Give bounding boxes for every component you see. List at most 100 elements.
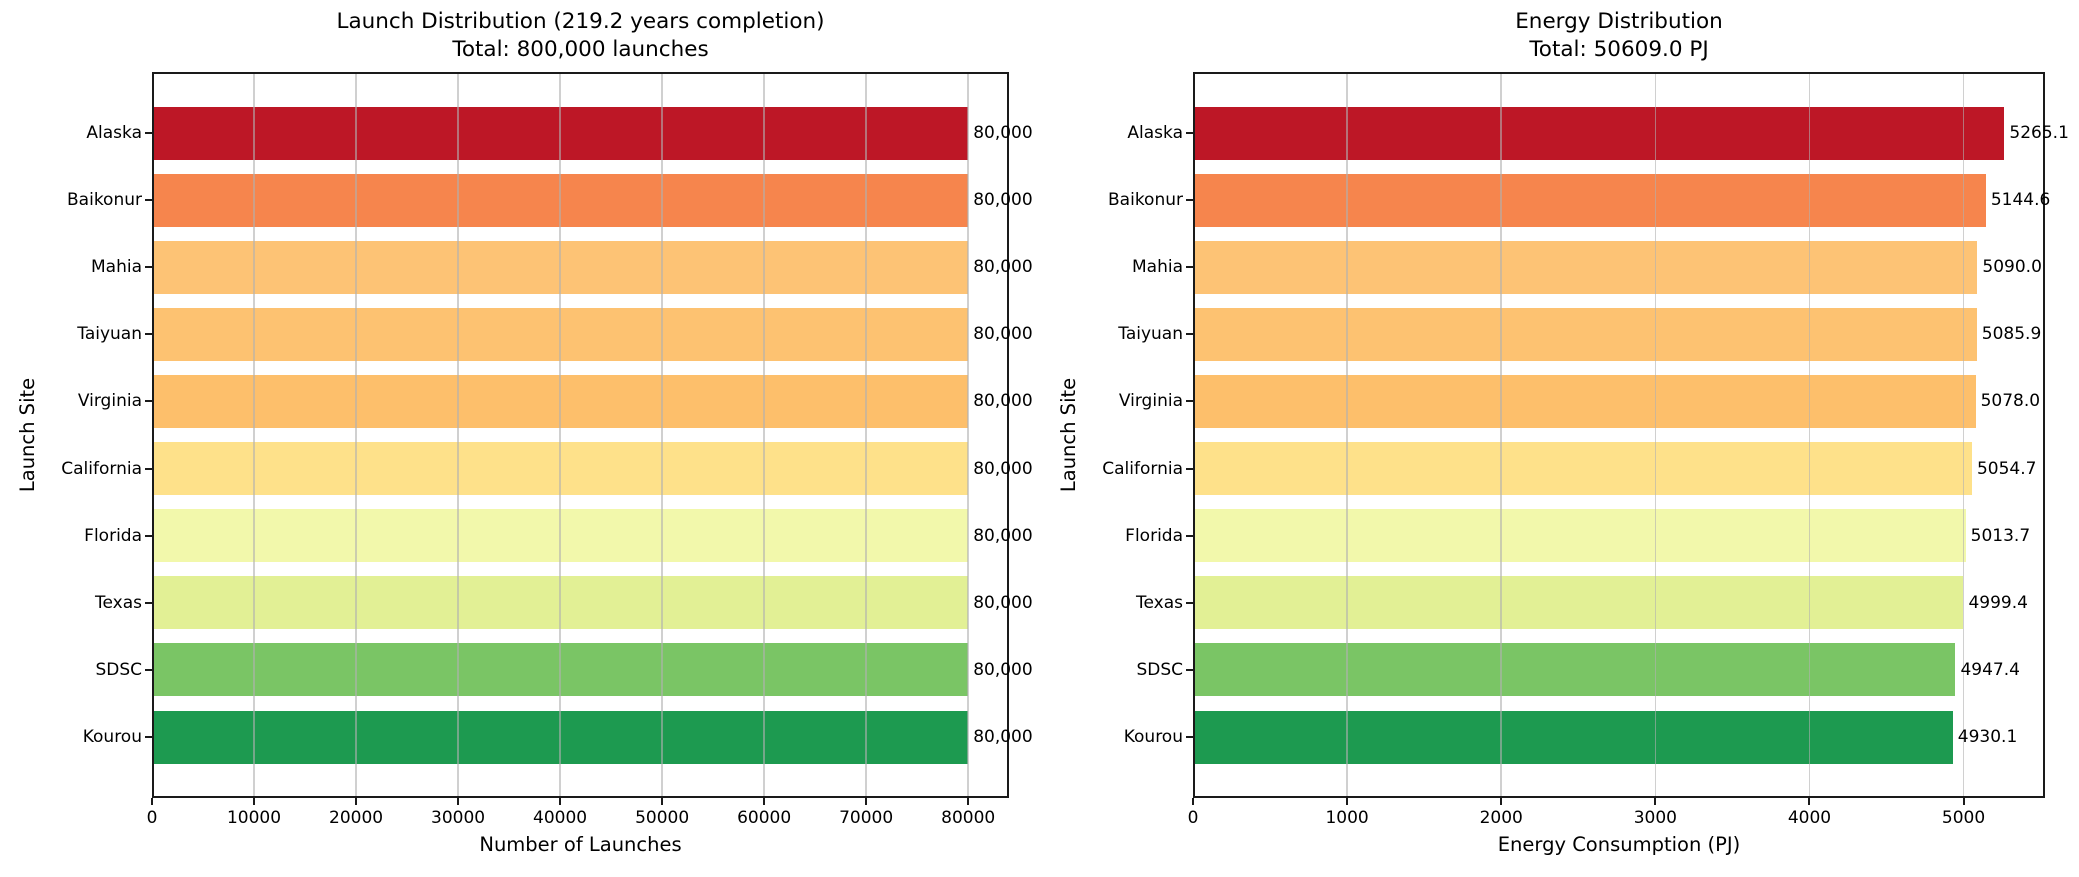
- y-tick-label: Virginia: [77, 391, 142, 412]
- y-tick-label: Texas: [1136, 592, 1183, 613]
- bar-value-label: 80,000: [973, 458, 1033, 479]
- y-tick-mark: [1186, 132, 1193, 134]
- y-tick-label: Taiyuan: [1118, 324, 1183, 345]
- bar-california: [1195, 442, 1972, 496]
- y-tick-label: Mahia: [91, 257, 142, 278]
- bar-value-label: 80,000: [973, 324, 1033, 345]
- bar-value-label: 80,000: [973, 123, 1033, 143]
- x-tick-label: 60000: [737, 808, 792, 828]
- bar-value-label: 4947.4: [1960, 659, 2020, 680]
- bar-florida: [154, 509, 969, 563]
- bar-texas: [154, 576, 969, 630]
- x-tick-mark: [253, 798, 256, 805]
- bar-value-label: 80,000: [973, 592, 1033, 613]
- x-tick-mark: [661, 798, 664, 805]
- y-tick-label: Florida: [84, 525, 142, 546]
- gridline: [967, 74, 969, 796]
- bar-florida: [1195, 509, 1966, 563]
- x-tick-mark: [763, 798, 766, 805]
- y-tick-mark: [145, 601, 152, 604]
- x-tick-label: 40000: [533, 808, 588, 828]
- bar-alaska: [1195, 106, 2005, 160]
- y-tick-mark: [1186, 668, 1193, 671]
- bar-value-label: 80,000: [973, 257, 1033, 278]
- y-tick-mark: [145, 736, 152, 738]
- bar-value-label: 80,000: [973, 190, 1033, 211]
- x-tick-label: 30000: [431, 808, 486, 828]
- chart-title: Launch Distribution (219.2 years complet…: [336, 8, 824, 64]
- y-tick-label: Kourou: [1123, 727, 1183, 747]
- bar-baikonur: [1195, 173, 1986, 227]
- gridline: [355, 74, 357, 796]
- bar-value-label: 80,000: [973, 659, 1033, 680]
- x-tick-mark: [559, 798, 562, 805]
- x-tick-label: 3000: [1633, 808, 1677, 828]
- y-tick-mark: [1186, 467, 1193, 470]
- x-tick-label: 2000: [1479, 808, 1523, 828]
- y-tick-label: California: [61, 458, 142, 479]
- x-tick-label: 4000: [1787, 808, 1832, 828]
- x-tick-label: 0: [1187, 808, 1199, 828]
- bar-taiyuan: [154, 307, 969, 361]
- bar-mahia: [1195, 240, 1978, 294]
- gridline: [1808, 74, 1811, 796]
- x-tick-mark: [1654, 798, 1657, 805]
- y-tick-mark: [1186, 736, 1193, 738]
- x-tick-label: 20000: [329, 808, 384, 828]
- bar-kourou: [154, 710, 969, 764]
- x-tick-label: 10000: [226, 808, 282, 828]
- y-axis-label: Launch Site: [16, 377, 39, 493]
- gridline: [1654, 74, 1657, 796]
- x-axis-label: Number of Launches: [479, 833, 682, 856]
- x-tick-mark: [967, 798, 970, 805]
- plot-area: [152, 72, 1009, 798]
- x-tick-label: 1000: [1325, 808, 1369, 828]
- bar-kourou: [1195, 710, 1953, 764]
- y-tick-label: Florida: [1125, 525, 1183, 546]
- chart-title: Energy Distribution Total: 50609.0 PJ: [1515, 8, 1723, 64]
- bar-value-label: 5054.7: [1976, 458, 2037, 479]
- x-tick-mark: [1808, 798, 1811, 805]
- chart-title-line: Launch Distribution (219.2 years complet…: [336, 9, 825, 34]
- y-axis-label: Launch Site: [1057, 377, 1080, 493]
- bar-virginia: [1195, 374, 1976, 428]
- x-tick-mark: [1346, 798, 1349, 805]
- x-tick-label: 5000: [1941, 808, 1986, 828]
- x-tick-mark: [151, 798, 153, 805]
- bar-alaska: [154, 106, 969, 160]
- x-tick-label: 50000: [635, 808, 690, 828]
- gridline: [763, 74, 765, 796]
- gridline: [559, 74, 561, 796]
- x-tick-mark: [355, 798, 358, 805]
- chart-title-line: Total: 800,000 launches: [452, 37, 709, 62]
- gridline: [661, 74, 663, 796]
- y-tick-label: Texas: [95, 592, 142, 613]
- y-tick-mark: [145, 199, 152, 202]
- bar-value-label: 5085.9: [1981, 324, 2042, 345]
- x-tick-mark: [457, 798, 460, 805]
- bar-mahia: [154, 240, 969, 294]
- x-tick-mark: [1500, 798, 1503, 805]
- bar-taiyuan: [1195, 307, 1977, 361]
- chart-title-line: Total: 50609.0 PJ: [1529, 37, 1709, 62]
- bar-california: [154, 442, 969, 496]
- x-tick-mark: [1192, 798, 1194, 805]
- x-tick-label: 80000: [941, 808, 996, 828]
- y-tick-mark: [1186, 266, 1193, 269]
- y-tick-label: Mahia: [1132, 257, 1183, 278]
- gridline: [1346, 74, 1348, 796]
- plot-area: [1193, 72, 2045, 798]
- bar-texas: [1195, 576, 1964, 630]
- y-tick-label: SDSC: [1136, 659, 1183, 680]
- bar-value-label: 4999.4: [1968, 592, 2028, 613]
- bar-value-label: 5265.1: [2009, 123, 2069, 143]
- y-tick-label: Baikonur: [67, 190, 142, 211]
- gridline: [1500, 74, 1502, 796]
- y-tick-mark: [145, 266, 152, 269]
- bar-virginia: [154, 374, 969, 428]
- bar-value-label: 4930.1: [1957, 727, 2018, 747]
- y-tick-mark: [145, 467, 152, 470]
